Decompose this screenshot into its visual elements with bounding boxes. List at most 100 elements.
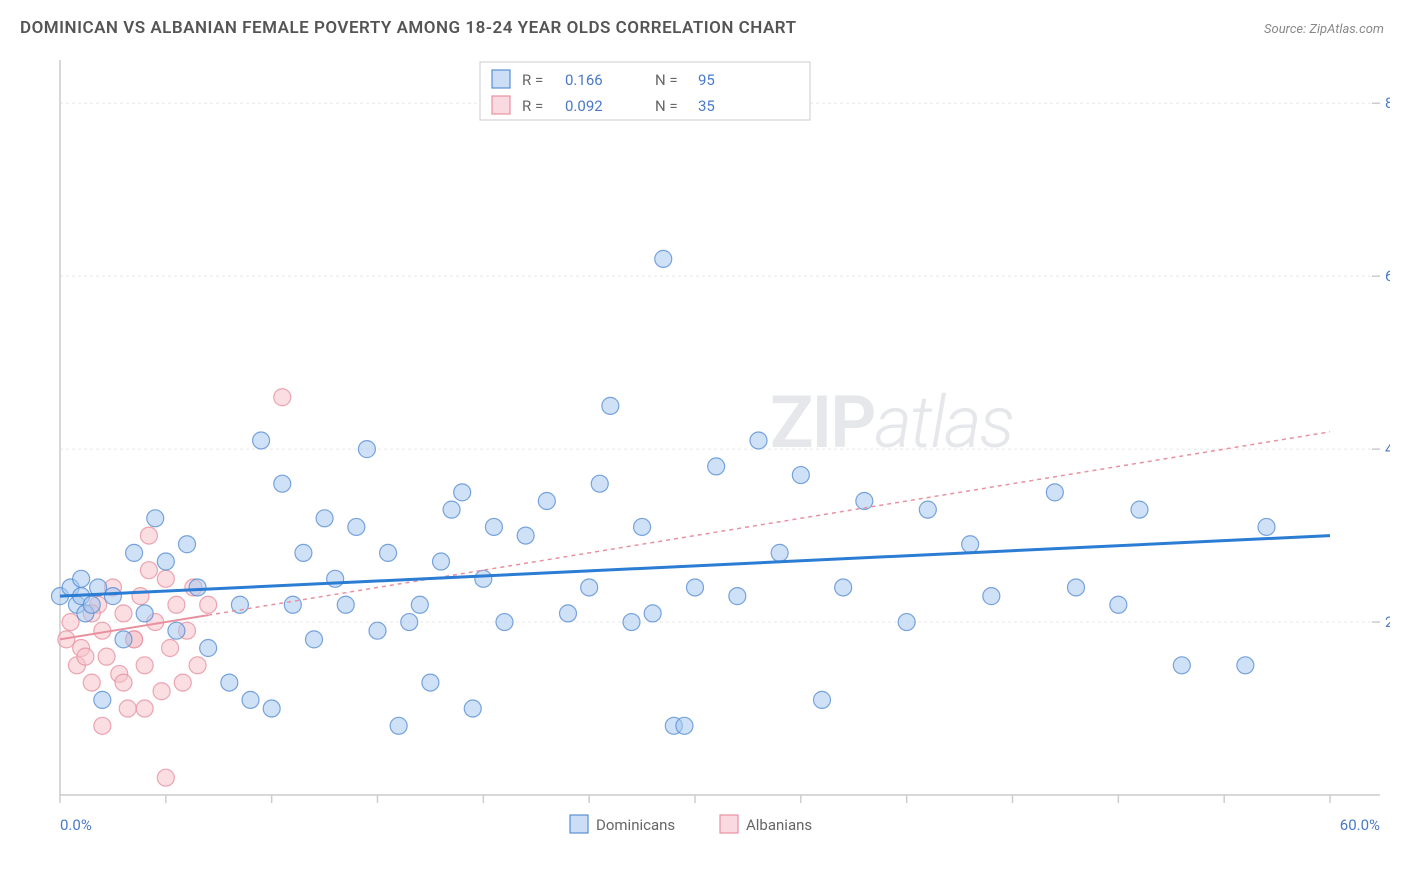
dominicans-point xyxy=(835,579,852,596)
dominicans-point xyxy=(644,605,661,622)
yaxis-tick-label: 80.0% xyxy=(1385,94,1390,112)
albanians-point xyxy=(136,700,153,717)
dominicans-point xyxy=(83,596,100,613)
dominicans-point xyxy=(126,544,143,561)
albanians-point xyxy=(157,769,174,786)
dominicans-point xyxy=(1110,596,1127,613)
dominicans-point xyxy=(94,691,111,708)
source-attribution: Source: ZipAtlas.com xyxy=(1264,22,1384,37)
dominicans-point xyxy=(253,432,270,449)
dominicans-point xyxy=(179,536,196,553)
albanians-point xyxy=(140,562,157,579)
dominicans-point xyxy=(538,493,555,510)
dominicans-point xyxy=(475,570,492,587)
legend-r-value: 0.166 xyxy=(565,71,603,89)
dominicans-point xyxy=(560,605,577,622)
legend-swatch xyxy=(492,96,510,114)
dominicans-point xyxy=(168,622,185,639)
albanians-point xyxy=(98,648,115,665)
yaxis-tick-label: 40.0% xyxy=(1385,440,1390,458)
dominicans-point xyxy=(104,588,121,605)
scatter-chart-svg: 0.0%60.0%20.0%40.0%60.0%80.0%Female Pove… xyxy=(50,55,1390,860)
legend-r-value: 0.092 xyxy=(565,97,603,115)
dominicans-point xyxy=(263,700,280,717)
dominicans-point xyxy=(274,475,291,492)
dominicans-point xyxy=(369,622,386,639)
xaxis-max-label: 60.0% xyxy=(1340,816,1380,834)
dominicans-point xyxy=(485,518,502,535)
dominicans-point xyxy=(200,640,217,657)
chart-area: 0.0%60.0%20.0%40.0%60.0%80.0%Female Pove… xyxy=(50,55,1390,815)
dominicans-point xyxy=(295,544,312,561)
yaxis-tick-label: 20.0% xyxy=(1385,613,1390,631)
dominicans-point xyxy=(411,596,428,613)
dominicans-point xyxy=(358,441,375,458)
albanians-point xyxy=(140,527,157,544)
dominicans-point xyxy=(348,518,365,535)
dominicans-point xyxy=(856,493,873,510)
dominicans-point xyxy=(115,631,132,648)
albanians-point xyxy=(132,588,149,605)
albanians-point xyxy=(136,657,153,674)
albanians-point xyxy=(94,717,111,734)
albanians-point xyxy=(157,570,174,587)
dominicans-point xyxy=(1131,501,1148,518)
dominicans-point xyxy=(221,674,238,691)
dominicans-point xyxy=(983,588,1000,605)
legend-n-label: N = xyxy=(655,97,678,115)
legend-r-label: R = xyxy=(522,97,543,115)
xaxis-min-label: 0.0% xyxy=(60,816,92,834)
dominicans-point xyxy=(687,579,704,596)
dominicans-point xyxy=(1068,579,1085,596)
dominicans-point xyxy=(390,717,407,734)
bottom-legend-label: Albanians xyxy=(746,816,812,834)
dominicans-point xyxy=(1258,518,1275,535)
dominicans-point xyxy=(708,458,725,475)
dominicans-point xyxy=(380,544,397,561)
legend-n-value: 35 xyxy=(698,97,715,115)
dominicans-point xyxy=(919,501,936,518)
chart-title: DOMINICAN VS ALBANIAN FEMALE POVERTY AMO… xyxy=(20,18,797,38)
dominicans-point xyxy=(422,674,439,691)
dominicans-point xyxy=(337,596,354,613)
albanians-point xyxy=(274,389,291,406)
albanians-point xyxy=(83,674,100,691)
yaxis-tick-label: 60.0% xyxy=(1385,267,1390,285)
albanians-point xyxy=(168,596,185,613)
albanians-point xyxy=(153,683,170,700)
dominicans-point xyxy=(401,614,418,631)
dominicans-point xyxy=(316,510,333,527)
dominicans-point xyxy=(898,614,915,631)
bottom-legend-swatch xyxy=(570,815,588,833)
albanians-point xyxy=(77,648,94,665)
dominicans-point xyxy=(73,570,90,587)
dominicans-point xyxy=(443,501,460,518)
dominicans-point xyxy=(750,432,767,449)
dominicans-point xyxy=(655,250,672,267)
dominicans-point xyxy=(147,510,164,527)
legend-n-value: 95 xyxy=(698,71,715,89)
albanians-point xyxy=(174,674,191,691)
dominicans-point xyxy=(1237,657,1254,674)
bottom-legend-label: Dominicans xyxy=(596,816,675,834)
albanians-point xyxy=(200,596,217,613)
dominicans-point xyxy=(517,527,534,544)
dominicans-point xyxy=(189,579,206,596)
dominicans-point xyxy=(464,700,481,717)
dominicans-point xyxy=(814,691,831,708)
dominicans-point xyxy=(771,544,788,561)
dominicans-point xyxy=(1046,484,1063,501)
albanians-point xyxy=(162,640,179,657)
dominicans-point xyxy=(676,717,693,734)
dominicans-point xyxy=(157,553,174,570)
dominicans-point xyxy=(306,631,323,648)
albanians-point xyxy=(115,674,132,691)
dominicans-point xyxy=(1173,657,1190,674)
dominicans-point xyxy=(433,553,450,570)
dominicans-point xyxy=(136,605,153,622)
dominicans-point xyxy=(602,397,619,414)
bottom-legend-swatch xyxy=(720,815,738,833)
dominicans-point xyxy=(581,579,598,596)
legend-n-label: N = xyxy=(655,71,678,89)
albanian-trend-dashed xyxy=(208,432,1330,615)
